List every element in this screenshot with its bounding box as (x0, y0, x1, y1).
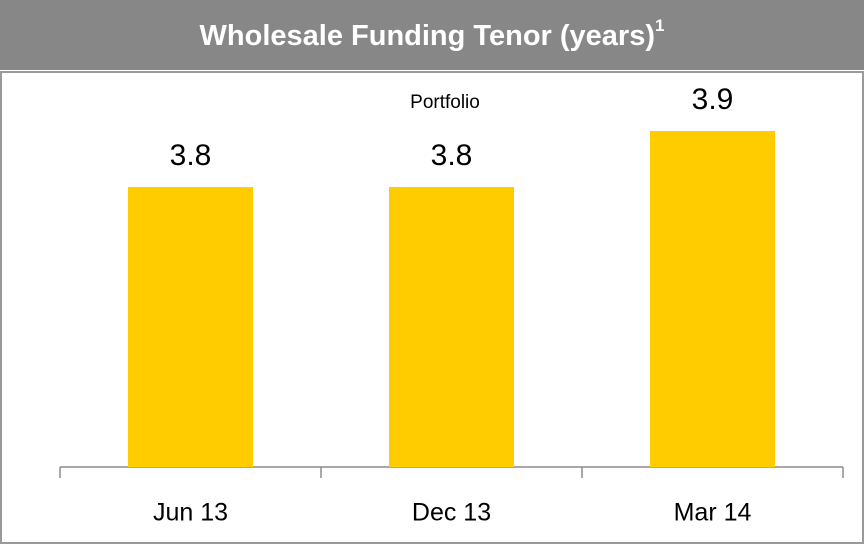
bar (389, 187, 514, 467)
x-tick-label: Dec 13 (412, 499, 491, 527)
chart-subtitle: Portfolio (410, 92, 480, 113)
header-band (0, 0, 864, 70)
bar (650, 131, 775, 467)
x-tick-label: Jun 13 (153, 499, 228, 527)
chart-frame (0, 71, 864, 544)
x-tick-label: Mar 14 (674, 499, 752, 527)
title-text: Wholesale Funding Tenor (years) (200, 20, 655, 52)
bar (128, 187, 253, 467)
value-label: 3.8 (170, 139, 212, 172)
value-label: 3.9 (692, 83, 734, 116)
value-label: 3.8 (431, 139, 473, 172)
title-note: 1 (655, 16, 664, 35)
chart-title: Wholesale Funding Tenor (years)1 (200, 16, 665, 51)
